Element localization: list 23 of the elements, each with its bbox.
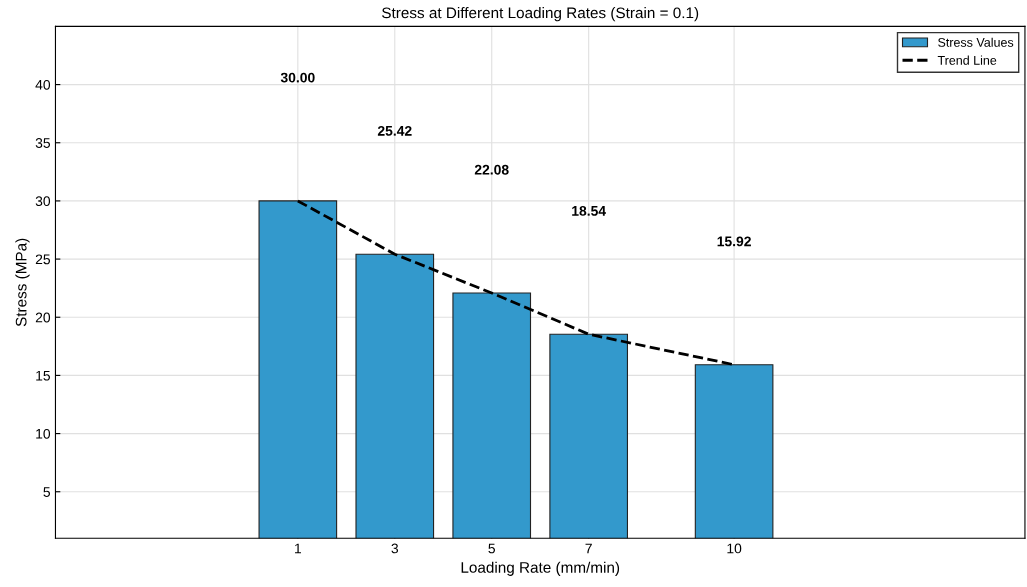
y-tick-label: 35: [35, 138, 51, 148]
y-tick-label: 10: [36, 428, 51, 439]
y-tick-label: 30: [35, 196, 51, 207]
y-tick-label: 40: [35, 79, 51, 90]
text: 18.54: [572, 205, 606, 216]
x-tick-label: 1: [295, 543, 302, 554]
text: 15.92: [717, 236, 751, 247]
chart-title: Stress at Different Loading Rates (Strain = 0.1): [382, 7, 699, 22]
text: 22.08: [474, 164, 509, 175]
x-axis-title: Loading Rate (mm/min): [461, 561, 620, 576]
legend-label: Trend Line: [937, 55, 997, 65]
y-axis-title: Stress (MPa): [15, 238, 30, 327]
y-tick-label: 15: [36, 370, 51, 381]
x-tick-label: 5: [488, 543, 496, 554]
text: 25.42: [377, 125, 412, 136]
y-tick-label: 5: [43, 487, 51, 497]
y-tick-label: 20: [35, 312, 51, 323]
legend-label: Stress Values: [938, 37, 1014, 47]
x-tick-label: 3: [391, 543, 399, 554]
text: 30.00: [280, 72, 315, 83]
y-tick-label: 25: [35, 254, 51, 265]
x-tick-label: 10: [727, 543, 742, 554]
x-tick-label: 7: [585, 543, 592, 554]
